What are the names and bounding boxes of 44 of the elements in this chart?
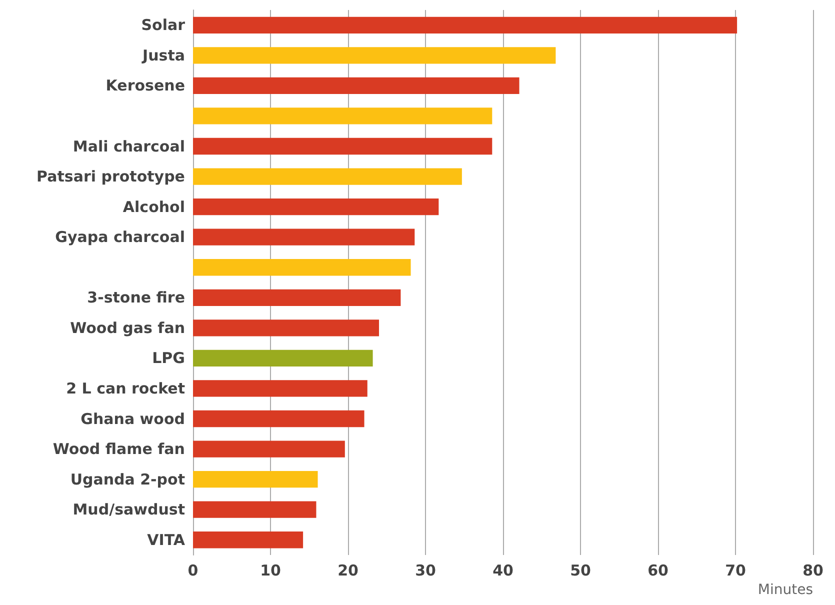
bar: [193, 108, 492, 124]
x-tick-label: 60: [648, 562, 668, 580]
x-tick-label: 30: [415, 562, 436, 580]
bar: [193, 532, 304, 548]
bar: [193, 198, 439, 216]
x-tick-label: 50: [570, 562, 591, 580]
bar: [193, 440, 345, 458]
bar: [193, 470, 318, 488]
y-tick-label: Uganda 2-pot: [70, 470, 185, 488]
bar: [193, 47, 556, 64]
y-tick-label: 2 L can rocket: [66, 379, 185, 398]
bar: [193, 77, 520, 94]
bar: [193, 16, 738, 34]
y-tick-label: LPG: [152, 349, 185, 368]
x-tick-label: 10: [260, 562, 281, 580]
x-tick-label: 20: [338, 562, 358, 580]
bar: [193, 168, 462, 185]
x-tick-label: 0: [188, 562, 198, 580]
bar: [193, 320, 379, 336]
bar: [193, 350, 373, 367]
y-tick-label: Justa: [142, 46, 185, 64]
y-tick-label: Kerosene: [106, 76, 185, 95]
bar: [193, 380, 368, 397]
bar: [193, 228, 415, 246]
bar: [193, 138, 492, 155]
x-tick-label: 80: [802, 562, 824, 580]
y-tick-label: 3-stone fire: [87, 288, 185, 307]
bar: [193, 501, 316, 518]
y-tick-label: Wood gas fan: [70, 318, 185, 337]
y-tick-label: Mali charcoal: [72, 137, 185, 156]
bar: [193, 259, 411, 276]
bar: [193, 289, 401, 306]
y-tick-label: Gyapa charcoal: [55, 228, 185, 246]
x-axis-title: Minutes: [758, 582, 813, 598]
y-tick-label: VITA: [147, 530, 186, 549]
y-tick-label: Alcohol: [122, 198, 185, 216]
x-tick-label: 40: [492, 562, 514, 580]
x-tick-label: 70: [725, 562, 746, 580]
y-tick-label: Wood flame fan: [52, 440, 185, 458]
bar: [193, 410, 364, 428]
y-tick-label: Patsari prototype: [36, 168, 185, 186]
y-tick-label: Mud/sawdust: [72, 500, 185, 519]
y-tick-label: Ghana wood: [80, 410, 185, 428]
y-tick-label: Solar: [141, 16, 186, 34]
